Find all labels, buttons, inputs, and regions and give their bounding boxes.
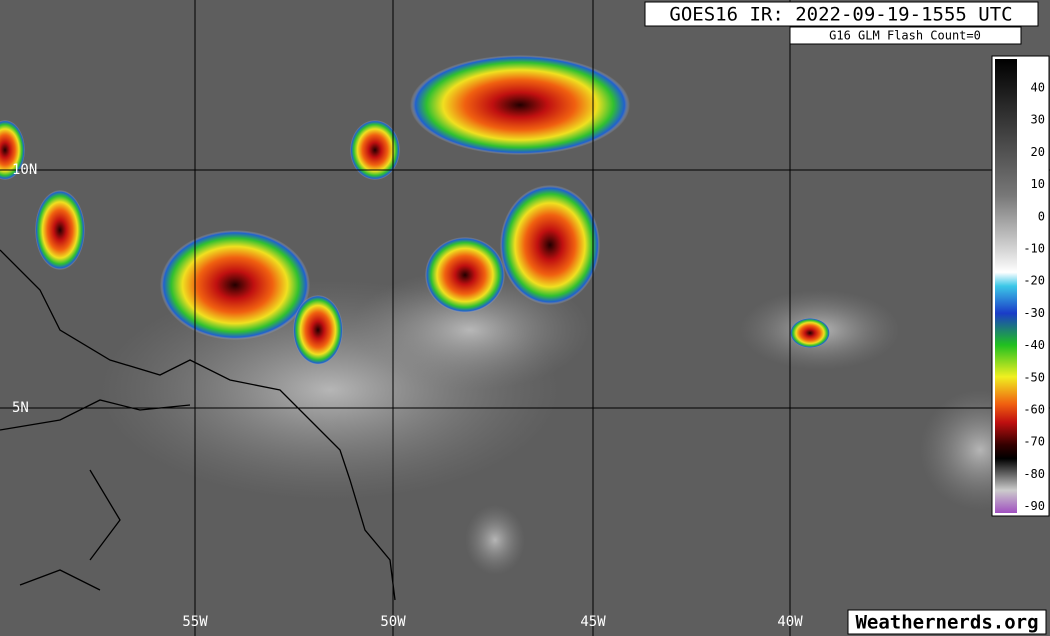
colorbar-label: 30 [1031, 113, 1045, 127]
lon-label: 55W [182, 614, 208, 630]
colorbar-label: -50 [1023, 370, 1045, 384]
coastline [0, 249, 396, 601]
storms [0, 55, 830, 365]
colorbar-label: -40 [1023, 338, 1045, 352]
colorbar-label: -70 [1023, 435, 1045, 449]
lon-label: 45W [580, 614, 606, 630]
credit: Weathernerds.org [855, 612, 1038, 634]
colorbar-ticks: 40 30 20 10 0 -10 -20 -30 -40 -50 -60 -70 -80 -90 [1023, 81, 1045, 514]
subtitle-box [789, 26, 1022, 45]
colorbar-label: -80 [1023, 467, 1045, 481]
colorbar-label: -60 [1023, 403, 1045, 417]
lon-label: 40W [777, 614, 803, 630]
title-box [644, 1, 1039, 27]
title: GOES16 IR: 2022-09-19-1555 UTC [669, 4, 1012, 26]
colorbar-gradient [995, 59, 1017, 513]
lon-labels: 55W 50W 45W 40W [182, 614, 803, 630]
subtitle: G16 GLM Flash Count=0 [829, 29, 981, 43]
colorbar-label: -10 [1023, 242, 1045, 256]
lon-label: 50W [380, 614, 406, 630]
colorbar-label: -30 [1023, 306, 1045, 320]
colorbar-label: 0 [1038, 209, 1045, 223]
colorbar-label: -20 [1023, 274, 1045, 288]
colorbar-label: 40 [1031, 81, 1045, 95]
colorbar-label: 10 [1031, 177, 1045, 191]
lat-label: 10N [12, 162, 37, 178]
colorbar-label: -90 [1023, 499, 1045, 513]
credit-box [847, 609, 1047, 635]
colorbar-label: 20 [1031, 145, 1045, 159]
lat-labels: 10N 5N [12, 162, 37, 416]
lat-label: 5N [12, 400, 29, 416]
